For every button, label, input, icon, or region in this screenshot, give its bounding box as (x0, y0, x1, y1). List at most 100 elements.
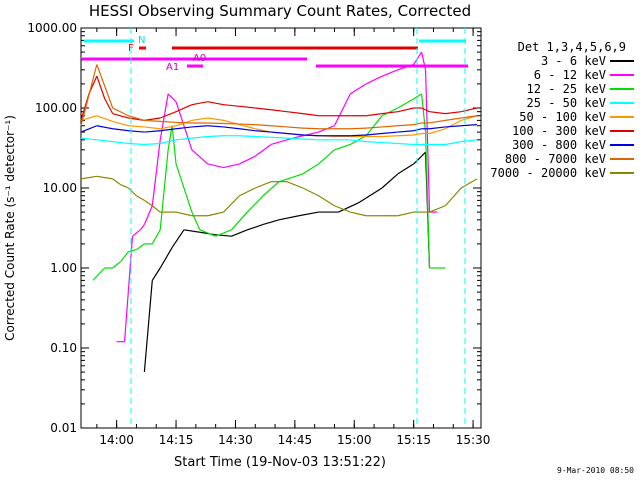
series-segment (160, 139, 177, 145)
series-segment (112, 141, 129, 145)
y-tick-label: 1000.00 (27, 21, 77, 35)
series-segment (223, 126, 240, 130)
series-segment (255, 130, 272, 133)
series-segment (128, 125, 145, 128)
series-12-25-kev (92, 93, 446, 281)
series-segment (239, 135, 256, 138)
series-segment (255, 107, 272, 111)
series-segment (215, 229, 232, 237)
series-300-800-kev (80, 124, 478, 137)
series-segment (461, 139, 478, 143)
flag-label: A0 (193, 53, 206, 64)
series-segment (239, 187, 256, 197)
series-segment (159, 247, 173, 269)
flag-label: A1 (166, 62, 179, 73)
series-segment (286, 111, 303, 115)
series-segment (151, 139, 161, 206)
legend-label: 6 - 12 keV (533, 68, 606, 82)
series-segment (223, 122, 240, 125)
series-segment (318, 195, 335, 207)
legend-label: 100 - 300 keV (512, 124, 606, 138)
series-segment (223, 163, 240, 169)
series-segment (461, 115, 478, 119)
series-segment (397, 134, 414, 137)
series-6-12-kev (116, 51, 438, 343)
series-segment (120, 251, 129, 263)
series-segment (338, 202, 359, 213)
series-segment (191, 135, 208, 139)
series-segment (381, 135, 398, 138)
series-segment (255, 135, 272, 138)
series-segment (271, 136, 287, 139)
series-segment (397, 130, 414, 133)
series-segment (302, 134, 319, 137)
x-axis-label: Start Time (19-Nov-03 13:51:22) (174, 455, 386, 470)
legend-swatch (610, 88, 634, 90)
legend-label: 3 - 6 keV (540, 54, 606, 68)
series-segment (413, 122, 422, 126)
series-segment (120, 184, 129, 189)
y-tick-label: 0.01 (50, 421, 77, 435)
series-segment (207, 125, 224, 128)
series-segment (175, 211, 193, 217)
series-segment (112, 261, 121, 269)
series-segment (350, 127, 367, 130)
legend-label: 7000 - 20000 keV (490, 166, 606, 180)
series-segment (144, 119, 161, 122)
series-segment (424, 132, 431, 269)
series-segment (461, 107, 478, 113)
series-segment (80, 64, 98, 126)
series-segment (96, 115, 113, 122)
series-segment (278, 215, 299, 221)
series-segment (136, 243, 145, 251)
series-segment (381, 173, 399, 189)
series-segment (132, 229, 141, 237)
series-segment (420, 93, 427, 133)
series-segment (357, 187, 383, 204)
chart-title: HESSI Observing Summary Count Rates, Cor… (89, 2, 471, 20)
series-segment (397, 124, 414, 127)
series-segment (223, 195, 240, 213)
series-segment (183, 125, 193, 151)
series-segment (231, 211, 248, 231)
series-segment (429, 119, 446, 124)
series-segment (350, 134, 367, 137)
legend-entry: 800 - 7000 keV (486, 152, 634, 166)
series-segment (171, 229, 185, 248)
legend: Det 1,3,4,5,6,9 3 - 6 keV 6 - 12 keV 12 - … (486, 40, 634, 180)
series-segment (143, 280, 153, 373)
y-tick-label: 10.00 (43, 181, 77, 195)
x-tick-label: 15:15 (396, 433, 431, 447)
series-segment (381, 69, 399, 77)
series-segment (207, 163, 224, 169)
legend-entry: 25 - 50 keV (486, 96, 634, 110)
series-segment (333, 93, 351, 127)
series-segment (397, 98, 414, 109)
y-tick-label: 100.00 (35, 101, 77, 115)
series-segment (413, 51, 423, 65)
series-segment (381, 141, 398, 145)
legend-title: Det 1,3,4,5,6,9 (517, 40, 626, 54)
series-segment (302, 138, 319, 141)
legend-swatch (610, 116, 634, 118)
series-segment (175, 104, 193, 113)
series-segment (191, 211, 201, 231)
flag-label: N (138, 35, 145, 46)
series-segment (96, 125, 113, 130)
series-7000-20000-kev (80, 175, 478, 217)
series-segment (144, 130, 161, 133)
x-tick-label: 14:30 (218, 433, 253, 447)
legend-entry: 12 - 25 keV (486, 82, 634, 96)
series-segment (365, 115, 383, 137)
series-segment (199, 229, 216, 237)
series-segment (381, 131, 398, 135)
series-segment (445, 117, 462, 121)
series-segment (445, 141, 462, 146)
series-segment (271, 109, 288, 113)
series-segment (151, 205, 161, 213)
plot-area (80, 27, 482, 429)
legend-label: 50 - 100 keV (519, 110, 606, 124)
series-segment (286, 137, 303, 140)
series-segment (167, 93, 177, 103)
series-segment (421, 107, 430, 113)
